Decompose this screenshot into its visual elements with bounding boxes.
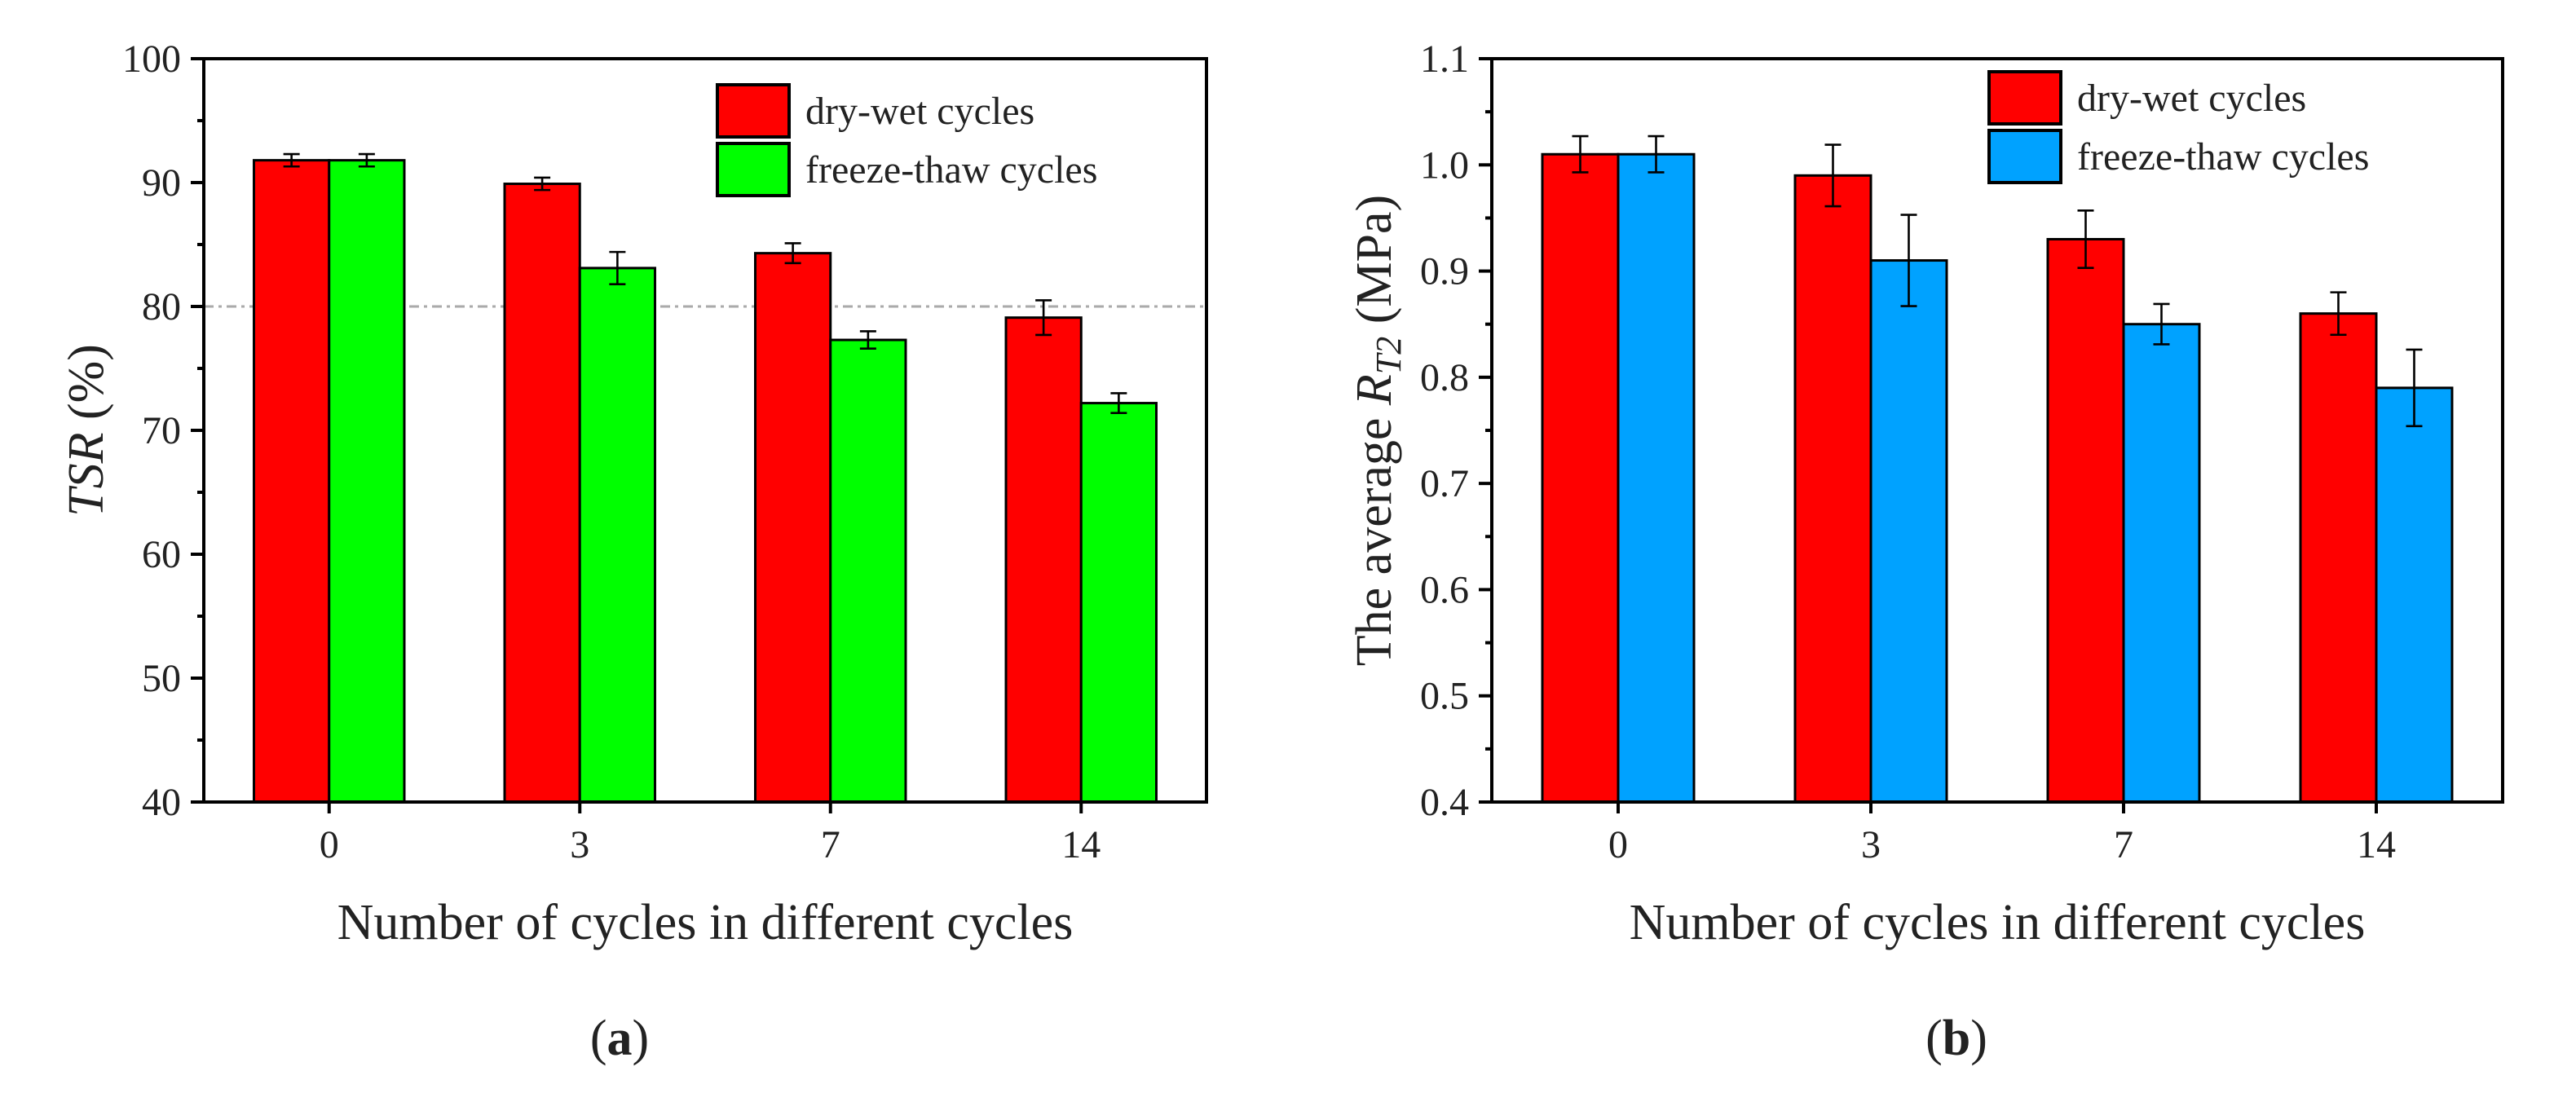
- error-bar: [609, 250, 626, 285]
- bar-freeze-thaw-cycles-3: [578, 267, 656, 804]
- x-tick-label: 14: [2357, 823, 2396, 866]
- x-tick-label: 0: [320, 823, 339, 866]
- caption-letter: a: [607, 1011, 633, 1066]
- error-bar: [1572, 134, 1589, 174]
- x-axis-label: Number of cycles in different cycles: [1630, 895, 2366, 950]
- y-tick-label: 0.4: [1420, 781, 1469, 824]
- y-tick-label: 50: [142, 657, 181, 700]
- error-bar: [358, 152, 375, 168]
- bar-freeze-thaw-cycles-0: [328, 159, 406, 804]
- error-bar: [2153, 302, 2170, 346]
- bar-dry-wet-cycles-0: [253, 159, 331, 804]
- y-axis-label: TSR (%): [59, 344, 114, 517]
- x-tick-label: 14: [1061, 823, 1101, 866]
- y-axis-label-subscript: T2: [1369, 337, 1409, 374]
- bar-freeze-thaw-cycles-3: [1869, 259, 1948, 804]
- legend-label: dry-wet cycles: [805, 90, 1034, 133]
- error-bar: [2406, 348, 2423, 428]
- y-tick-label: 70: [142, 409, 181, 452]
- y-tick-label: 40: [142, 781, 181, 824]
- bar-dry-wet-cycles-7: [2046, 237, 2125, 804]
- caption-paren: ): [633, 1011, 650, 1066]
- x-tick-label: 3: [570, 823, 589, 866]
- y-tick-label: 0.6: [1420, 568, 1469, 611]
- bar-dry-wet-cycles-3: [1793, 174, 1872, 804]
- error-bar: [1900, 214, 1917, 307]
- x-tick-label: 7: [2114, 823, 2133, 866]
- caption-paren: ): [1970, 1011, 1987, 1066]
- legend: dry-wet cycles freeze-thaw cycles: [716, 83, 1097, 197]
- error-bar: [1110, 392, 1127, 415]
- bar-freeze-thaw-cycles-7: [829, 338, 907, 804]
- x-tick-label: 7: [821, 823, 840, 866]
- y-tick-label: 80: [142, 285, 181, 328]
- panel-caption: (b): [1925, 1011, 1987, 1066]
- legend-swatch: [1987, 129, 2062, 184]
- error-bar: [859, 330, 876, 350]
- y-tick-label: 90: [142, 161, 181, 205]
- bar-freeze-thaw-cycles-14: [2375, 386, 2454, 804]
- y-axis-label-unit: (MPa): [1347, 195, 1402, 337]
- error-bar: [784, 242, 801, 265]
- x-tick-label: 3: [1861, 823, 1881, 866]
- legend-swatch: [716, 83, 791, 139]
- y-tick-label: 100: [122, 37, 181, 81]
- bar-freeze-thaw-cycles-0: [1617, 152, 1696, 804]
- caption-letter: b: [1943, 1011, 1970, 1066]
- error-bar: [283, 152, 300, 168]
- error-bar: [1647, 134, 1665, 174]
- error-bar: [2330, 291, 2347, 337]
- error-bar: [2077, 209, 2094, 269]
- legend-label: freeze-thaw cycles: [2077, 135, 2369, 178]
- y-tick-label: 1.0: [1420, 143, 1469, 187]
- y-tick-label: 0.8: [1420, 356, 1469, 399]
- y-axis-label-unit: (%): [59, 344, 114, 432]
- y-tick-label: 0.9: [1420, 250, 1469, 293]
- chart-b: 0.4 0.5 0.6 0.7 0.8 0.9 1.0 1.1 0 3 7 14 Number of c…: [1347, 37, 2504, 1066]
- bar-dry-wet-cycles-3: [503, 183, 581, 804]
- x-tick-label: 0: [1608, 823, 1628, 866]
- y-tick-label: 60: [142, 533, 181, 576]
- bar-dry-wet-cycles-14: [2299, 312, 2378, 804]
- caption-paren: (: [1925, 1011, 1943, 1066]
- x-axis-label: Number of cycles in different cycles: [337, 895, 1074, 950]
- bar-freeze-thaw-cycles-14: [1079, 402, 1158, 804]
- legend-swatch: [1987, 70, 2062, 126]
- bar-dry-wet-cycles-7: [754, 252, 832, 804]
- bar-dry-wet-cycles-14: [1004, 316, 1083, 804]
- bar-dry-wet-cycles-0: [1541, 152, 1620, 804]
- legend-label: dry-wet cycles: [2077, 77, 2306, 120]
- legend: dry-wet cycles freeze-thaw cycles: [1987, 70, 2369, 184]
- legend-swatch: [716, 142, 791, 197]
- y-tick-label: 0.7: [1420, 462, 1469, 505]
- panel-caption: (a): [590, 1011, 649, 1066]
- y-axis-label-prefix: The average: [1347, 405, 1402, 666]
- y-axis-label-symbol: R: [1347, 374, 1402, 406]
- error-bar: [534, 176, 551, 192]
- y-axis-label: The average RT2 (MPa): [1347, 195, 1409, 666]
- chart-a: 40 50 60 70 80 90 100 0 3 7 14 Number of cycles in …: [59, 37, 1208, 1066]
- y-tick-label: 1.1: [1420, 37, 1469, 81]
- legend-label: freeze-thaw cycles: [805, 148, 1097, 192]
- error-bar: [1824, 143, 1842, 208]
- y-axis-label-symbol: TSR: [59, 433, 114, 517]
- bar-freeze-thaw-cycles-7: [2122, 323, 2201, 804]
- y-tick-label: 0.5: [1420, 675, 1469, 718]
- error-bar: [1035, 299, 1052, 337]
- caption-paren: (: [590, 1011, 607, 1066]
